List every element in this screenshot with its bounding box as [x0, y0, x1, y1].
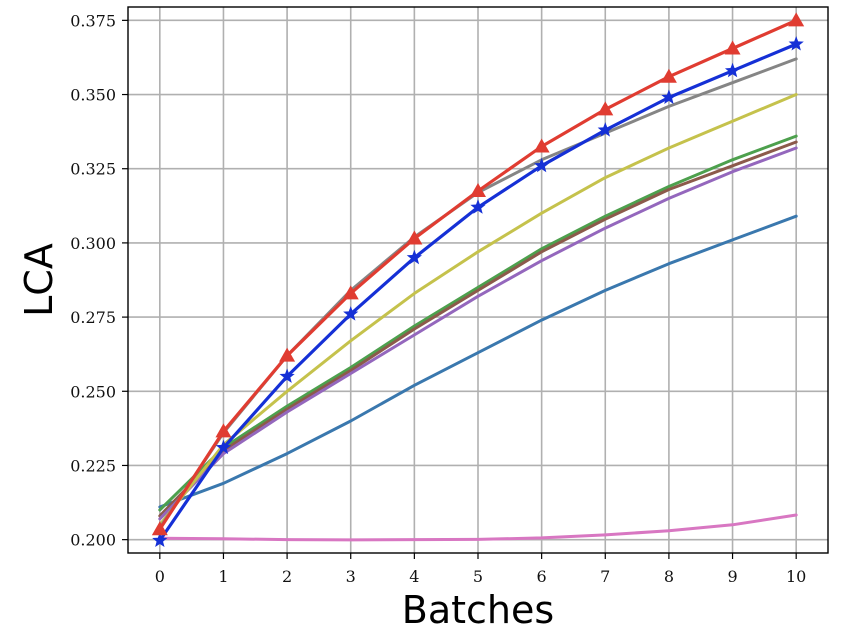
- star-marker: [343, 306, 359, 321]
- grid-lines: [128, 7, 828, 553]
- triangle-marker: [533, 138, 550, 153]
- star-marker: [279, 368, 295, 383]
- x-tick-label: 6: [537, 567, 547, 586]
- y-tick-label: 0.375: [70, 11, 116, 30]
- x-tick-label: 9: [727, 567, 737, 586]
- star-marker: [724, 62, 741, 78]
- star-marker: [152, 532, 168, 548]
- y-axis-title: LCA: [17, 243, 61, 317]
- triangle-marker: [406, 230, 423, 245]
- triangle-marker: [724, 40, 741, 55]
- triangle-marker: [215, 423, 232, 438]
- x-tick-label: 7: [600, 567, 610, 586]
- x-tick-label: 10: [786, 567, 806, 586]
- y-tick-label: 0.250: [70, 382, 116, 401]
- y-tick-label: 0.325: [70, 160, 116, 179]
- axis-ticks: 0 1 2 3 4 5 6 7 8 9 10 0.200 0.225 0.250 0.275 0.300 0.3…: [70, 11, 806, 586]
- y-tick-label: 0.225: [70, 456, 116, 475]
- series-line-3: [158, 134, 798, 512]
- star-marker: [215, 439, 232, 455]
- x-tick-label: 1: [218, 567, 228, 586]
- triangle-marker: [470, 182, 486, 197]
- x-tick-label: 2: [282, 567, 292, 586]
- star-marker: [534, 157, 550, 173]
- series-line-6: [158, 93, 798, 527]
- x-tick-label: 4: [409, 567, 419, 586]
- x-axis-title: Batches: [402, 588, 554, 632]
- series-line-5: [158, 146, 798, 521]
- y-tick-label: 0.350: [70, 86, 116, 105]
- star-marker: [597, 122, 613, 137]
- x-tick-label: 0: [155, 567, 165, 586]
- star-marker: [788, 36, 804, 51]
- series-line-4: [158, 140, 798, 518]
- triangle-marker: [279, 347, 296, 362]
- triangle-marker: [788, 12, 805, 27]
- star-marker: [661, 89, 677, 104]
- x-tick-label: 3: [346, 567, 356, 586]
- y-tick-label: 0.300: [70, 234, 116, 253]
- star-marker: [470, 199, 486, 214]
- y-tick-label: 0.275: [70, 308, 116, 327]
- x-tick-label: 5: [473, 567, 483, 586]
- triangle-marker: [151, 521, 168, 536]
- triangle-marker: [597, 101, 614, 116]
- y-tick-label: 0.200: [70, 531, 116, 550]
- star-marker: [406, 249, 422, 265]
- x-tick-label: 8: [664, 567, 674, 586]
- triangle-marker: [342, 285, 359, 300]
- series-line-2: [158, 214, 798, 509]
- series-line-1: [158, 513, 798, 542]
- series-markers: [151, 12, 805, 548]
- triangle-marker: [660, 68, 677, 83]
